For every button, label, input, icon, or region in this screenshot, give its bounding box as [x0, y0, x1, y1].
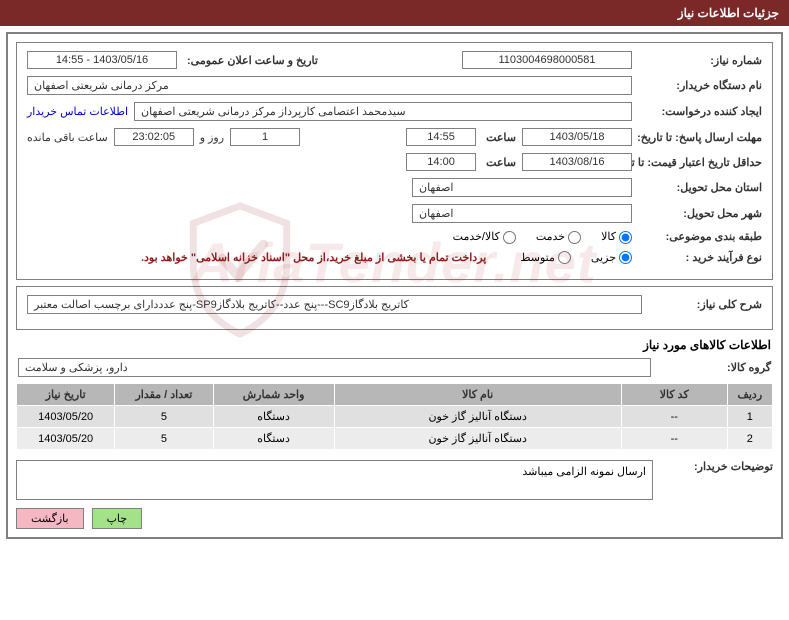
city-value: اصفهان: [412, 204, 632, 223]
procurement-note: پرداخت تمام یا بخشی از مبلغ خرید،از محل …: [141, 251, 486, 264]
page-header: جزئیات اطلاعات نیاز: [0, 0, 789, 26]
countdown-value: 23:02:05: [114, 128, 194, 146]
description-label: شرح کلی نیاز:: [652, 298, 762, 311]
group-value: دارو، پزشکی و سلامت: [18, 358, 651, 377]
table-cell: 1: [727, 406, 772, 428]
validity-label: حداقل تاریخ اعتبار قیمت: تا تاریخ:: [642, 156, 762, 169]
table-cell: دستگاه: [213, 428, 334, 450]
table-row: 1--دستگاه آنالیز گاز خوندستگاه51403/05/2…: [17, 406, 773, 428]
requester-value: سیدمحمد اعتصامی کارپرداز مرکز درمانی شری…: [134, 102, 632, 121]
proc-jozi-option[interactable]: جزیی: [591, 251, 632, 265]
table-cell: دستگاه: [213, 406, 334, 428]
table-row: 2--دستگاه آنالیز گاز خوندستگاه51403/05/2…: [17, 428, 773, 450]
print-button[interactable]: چاپ: [92, 508, 143, 529]
validity-date: 1403/08/16: [522, 153, 632, 171]
proc-jozi-radio[interactable]: [619, 251, 632, 264]
table-header: تعداد / مقدار: [115, 384, 213, 406]
class-both-option[interactable]: کالا/خدمت: [453, 230, 516, 244]
buyer-contact-link[interactable]: اطلاعات تماس خریدار: [27, 105, 128, 118]
procurement-label: نوع فرآیند خرید :: [642, 251, 762, 264]
table-header: ردیف: [727, 384, 772, 406]
time-label-2: ساعت: [486, 156, 516, 169]
city-label: شهر محل تحویل:: [642, 207, 762, 220]
class-kala-radio[interactable]: [619, 231, 632, 244]
class-khedmat-radio[interactable]: [568, 231, 581, 244]
description-panel: شرح کلی نیاز: کاتریج بلادگازSC9---پنج عد…: [16, 286, 773, 330]
need-no-label: شماره نیاز:: [642, 54, 762, 67]
buyer-org-label: نام دستگاه خریدار:: [642, 79, 762, 92]
table-cell: --: [621, 406, 727, 428]
info-panel: شماره نیاز: 1103004698000581 تاریخ و ساع…: [16, 42, 773, 280]
need-no-value: 1103004698000581: [462, 51, 632, 69]
days-label: روز و: [200, 131, 224, 144]
back-button[interactable]: بازگشت: [16, 508, 84, 529]
announce-value: 1403/05/16 - 14:55: [27, 51, 177, 69]
page-title: جزئیات اطلاعات نیاز: [678, 6, 779, 20]
buyer-notes-value: ارسال نمونه الزامی میباشد: [16, 460, 653, 500]
table-cell: 2: [727, 428, 772, 450]
table-cell: 5: [115, 428, 213, 450]
table-cell: دستگاه آنالیز گاز خون: [334, 406, 621, 428]
buyer-notes-label: توضیحات خریدار:: [663, 460, 773, 473]
table-cell: 5: [115, 406, 213, 428]
table-cell: دستگاه آنالیز گاز خون: [334, 428, 621, 450]
province-value: اصفهان: [412, 178, 632, 197]
proc-motavaset-option[interactable]: متوسط: [520, 251, 571, 265]
class-kala-option[interactable]: کالا: [601, 230, 632, 244]
class-both-radio[interactable]: [503, 231, 516, 244]
table-cell: 1403/05/20: [17, 428, 115, 450]
goods-table: ردیفکد کالانام کالاواحد شمارشتعداد / مقد…: [16, 383, 773, 450]
buyer-org-value: مرکز درمانی شریعتی اصفهان: [27, 76, 632, 95]
group-label: گروه کالا:: [661, 361, 771, 374]
table-cell: --: [621, 428, 727, 450]
table-header: واحد شمارش: [213, 384, 334, 406]
table-header: کد کالا: [621, 384, 727, 406]
deadline-time: 14:55: [406, 128, 476, 146]
classification-label: طبقه بندی موضوعی:: [642, 230, 762, 243]
province-label: استان محل تحویل:: [642, 181, 762, 194]
goods-section-title: اطلاعات کالاهای مورد نیاز: [18, 338, 771, 352]
remain-label: ساعت باقی مانده: [27, 131, 108, 144]
table-cell: 1403/05/20: [17, 406, 115, 428]
deadline-date: 1403/05/18: [522, 128, 632, 146]
validity-time: 14:00: [406, 153, 476, 171]
main-frame: شماره نیاز: 1103004698000581 تاریخ و ساع…: [6, 32, 783, 539]
table-header: تاریخ نیاز: [17, 384, 115, 406]
requester-label: ایجاد کننده درخواست:: [642, 105, 762, 118]
table-header: نام کالا: [334, 384, 621, 406]
announce-label: تاریخ و ساعت اعلان عمومی:: [187, 54, 318, 67]
time-label-1: ساعت: [486, 131, 516, 144]
class-khedmat-option[interactable]: خدمت: [536, 230, 581, 244]
description-value: کاتریج بلادگازSC9---پنج عدد--کاتریج بلاد…: [27, 295, 642, 314]
proc-motavaset-radio[interactable]: [558, 251, 571, 264]
deadline-label: مهلت ارسال پاسخ: تا تاریخ:: [642, 131, 762, 144]
days-remaining: 1: [230, 128, 300, 146]
